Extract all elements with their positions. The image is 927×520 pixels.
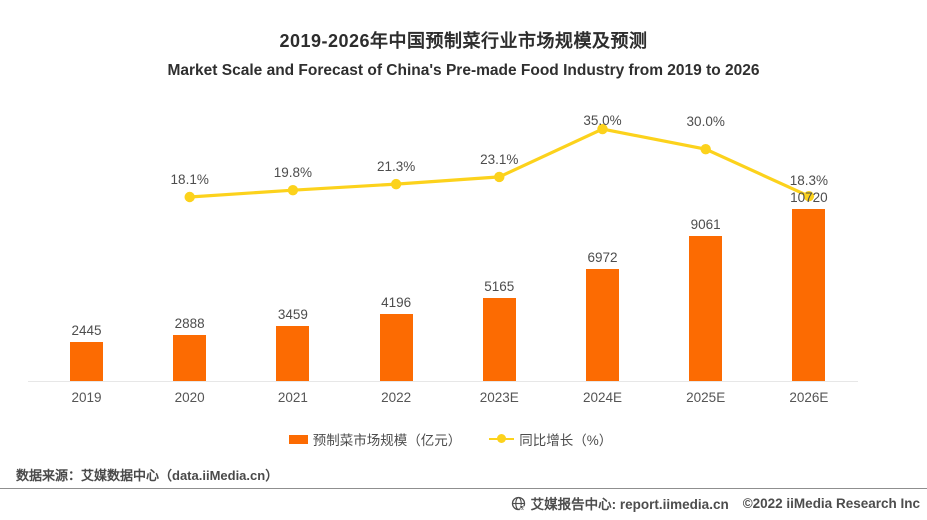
bar-value-label-2022: 4196 [381,295,412,310]
growth-dot-2020 [184,191,195,203]
globe-cursor-icon [511,496,526,511]
x-axis-label-2023E: 2023E [479,390,519,405]
growth-dot-2024E [597,123,608,135]
bar-2023E [482,298,516,381]
legend-item-line: 同比增长（%） [489,429,612,449]
x-axis-label-2026E: 2026E [789,390,829,405]
bar-2025E [689,236,723,381]
legend: 预制菜市场规模（亿元） 同比增长（%） [0,429,927,449]
line-marker-icon [489,434,515,444]
growth-label-2020: 18.1% [170,172,209,187]
x-axis-label-2019: 2019 [71,390,102,405]
bar-value-label-2021: 3459 [277,307,308,322]
x-axis-label-2025E: 2025E [686,390,726,405]
legend-line-label: 同比增长（%） [519,433,613,448]
bar-value-label-2025E: 9061 [690,217,721,232]
x-axis-label-2022: 2022 [381,390,412,405]
x-axis-label-2020: 2020 [174,390,205,405]
footer-site: 艾媒报告中心: report.iimedia.cn [530,497,729,512]
bar-2022 [379,314,413,381]
chart-title-en: Market Scale and Forecast of China's Pre… [167,62,760,79]
footer-divider [0,488,927,489]
bar-value-label-2020: 2888 [174,316,205,331]
legend-bar-label: 预制菜市场规模（亿元） [312,433,462,448]
footer-copyright: ©2022 iiMedia Research Inc [742,495,920,511]
growth-label-2025E: 30.0% [686,114,725,130]
bar-2019 [70,342,103,381]
growth-dot-2023E [494,171,505,183]
bar-value-label-2026E: 10720 [790,190,828,205]
growth-label-2024E: 35.0% [583,113,622,129]
bar-swatch-icon [288,434,308,444]
bar-2024E [586,269,619,381]
growth-line-dots [184,123,815,203]
bar-2021 [276,326,310,381]
growth-label-2026E: 18.3% [789,173,829,189]
footer-info: 艾媒报告中心: report.iimedia.cn ©2022 iiMedia … [511,493,920,513]
growth-dot-2026E [803,190,815,202]
x-axis-label-2021: 2021 [277,390,308,405]
growth-label-2022: 21.3% [376,159,416,175]
bar-value-label-2024E: 6972 [587,250,618,265]
data-source-text: 数据来源：艾媒数据中心（data.iiMedia.cn） [16,468,279,483]
legend-item-bar: 预制菜市场规模（亿元） [288,429,462,449]
growth-label-2023E: 23.1% [480,151,519,167]
growth-dot-2022 [390,178,402,190]
bar-value-label-2023E: 5165 [484,279,515,294]
chart-title-cn: 2019-2026年中国预制菜行业市场规模及预测 [279,31,648,51]
x-axis-line [28,381,858,382]
bar-2026E [792,209,826,381]
growth-dot-2025E [700,143,711,155]
growth-dot-2021 [287,184,299,196]
growth-label-2021: 19.8% [273,165,313,181]
bar-value-label-2019: 2445 [71,323,102,338]
bar-2020 [173,335,207,381]
x-axis-label-2024E: 2024E [582,390,623,405]
